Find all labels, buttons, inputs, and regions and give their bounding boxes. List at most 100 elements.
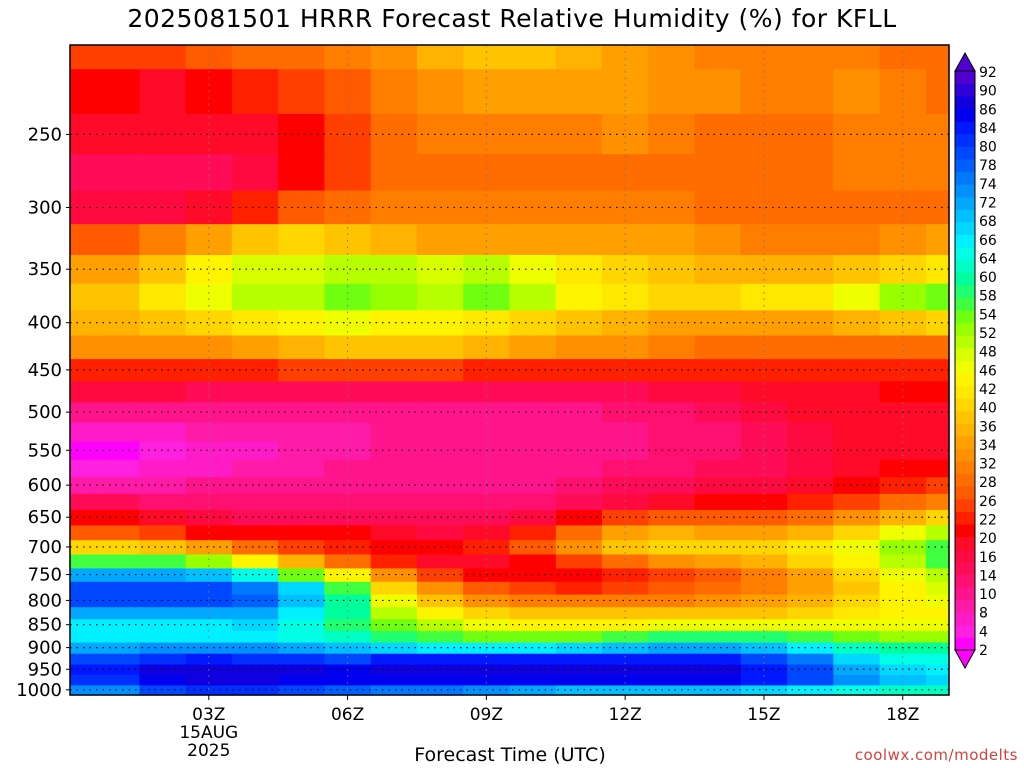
x-tick-label: 15Z: [747, 705, 780, 725]
heatmap-cell: [231, 509, 279, 526]
heatmap-cell: [70, 441, 140, 460]
heatmap-cell: [602, 606, 649, 620]
heatmap-cell: [925, 663, 950, 675]
heatmap-cell: [925, 334, 950, 360]
heatmap-cell: [555, 663, 603, 675]
heatmap-cell: [231, 459, 279, 478]
heatmap-cell: [185, 539, 233, 555]
colorbar-label: 48: [979, 345, 997, 361]
heatmap-cell: [925, 153, 950, 191]
heatmap-cell: [694, 358, 742, 382]
colorbar-swatch: [955, 322, 975, 336]
heatmap-cell: [70, 153, 140, 191]
colorbar-swatch: [955, 624, 975, 638]
heatmap-cell: [694, 334, 742, 360]
heatmap-cell: [740, 223, 788, 255]
colorbar-label: 52: [979, 326, 997, 342]
colorbar-label: 46: [979, 363, 997, 379]
heatmap-cell: [555, 421, 603, 442]
heatmap-cell: [648, 594, 696, 608]
heatmap-cell: [231, 421, 279, 442]
heatmap-cell: [787, 380, 834, 403]
heatmap-cell: [139, 254, 187, 284]
heatmap-cell: [925, 283, 950, 311]
heatmap-cell: [925, 421, 950, 442]
colorbar-swatch: [955, 310, 975, 324]
y-axis: 2503003504004505005506006507007508008509…: [16, 124, 70, 701]
heatmap-cell: [555, 254, 603, 284]
colorbar-swatch: [955, 599, 975, 613]
heatmap-cell: [324, 509, 372, 526]
heatmap-cell: [787, 441, 834, 460]
heatmap-cell: [648, 334, 696, 360]
colorbar-swatch: [955, 159, 975, 173]
grid: [70, 45, 949, 695]
heatmap-cell: [231, 539, 279, 555]
heatmap-cell: [139, 524, 187, 541]
heatmap-cell: [370, 630, 418, 643]
heatmap-cell: [555, 684, 603, 696]
heatmap-cell: [324, 401, 372, 423]
heatmap-cell: [417, 524, 464, 541]
heatmap-cell: [139, 581, 187, 595]
heatmap-cell: [417, 663, 464, 675]
heatmap-cell: [555, 493, 603, 510]
colorbar-label: 68: [979, 214, 997, 230]
heatmap-cell: [70, 493, 140, 510]
heatmap-cell: [694, 476, 742, 494]
heatmap-cell: [70, 630, 140, 643]
heatmap-cell: [278, 674, 326, 686]
colorbar-swatch: [955, 524, 975, 538]
heatmap-cell: [231, 630, 279, 643]
colorbar-label: 16: [979, 550, 997, 566]
heatmap-cell: [648, 524, 696, 541]
heatmap-cell: [555, 190, 603, 225]
heatmap-cell: [370, 45, 418, 70]
heatmap-cell: [602, 567, 649, 582]
heatmap-cell: [324, 684, 372, 696]
heatmap-cell: [370, 113, 418, 155]
heatmap-cell: [740, 674, 788, 686]
heatmap-cell: [694, 581, 742, 595]
heatmap-cell: [324, 380, 372, 403]
heatmap-cell: [231, 618, 279, 632]
heatmap-cell: [787, 653, 834, 665]
colorbar-swatch: [955, 473, 975, 487]
heatmap-cell: [231, 663, 279, 675]
y-tick-label: 650: [28, 507, 62, 528]
heatmap-cell: [740, 509, 788, 526]
heatmap-cell: [648, 476, 696, 494]
heatmap-cell: [555, 45, 603, 70]
heatmap-cell: [740, 684, 788, 696]
y-tick-label: 400: [28, 313, 62, 334]
heatmap-cell: [70, 68, 140, 114]
colorbar-swatch: [955, 549, 975, 563]
heatmap-cell: [787, 254, 834, 284]
heatmap-cell: [278, 153, 326, 191]
heatmap-cell: [70, 539, 140, 555]
colorbar-swatch: [955, 121, 975, 135]
heatmap-cell: [70, 401, 140, 423]
heatmap-cell: [833, 153, 881, 191]
heatmap-cell: [70, 190, 140, 225]
heatmap-cell: [417, 684, 464, 696]
heatmap-cell: [139, 663, 187, 675]
colorbar-swatch: [955, 511, 975, 525]
heatmap-cell: [70, 618, 140, 632]
heatmap-cell: [185, 401, 233, 423]
heatmap-cell: [139, 594, 187, 608]
heatmap-cell: [417, 618, 464, 632]
heatmap-cell: [602, 476, 649, 494]
heatmap-cell: [70, 674, 140, 686]
heatmap-cell: [925, 358, 950, 382]
y-tick-label: 950: [28, 659, 62, 680]
heatmap-cell: [370, 509, 418, 526]
y-tick-label: 500: [28, 402, 62, 423]
heatmap-cell: [694, 223, 742, 255]
heatmap-cell: [231, 380, 279, 403]
heatmap-cell: [694, 113, 742, 155]
heatmap-cell: [185, 153, 233, 191]
heatmap-cell: [648, 401, 696, 423]
heatmap-cell: [231, 674, 279, 686]
heatmap-cell: [185, 581, 233, 595]
